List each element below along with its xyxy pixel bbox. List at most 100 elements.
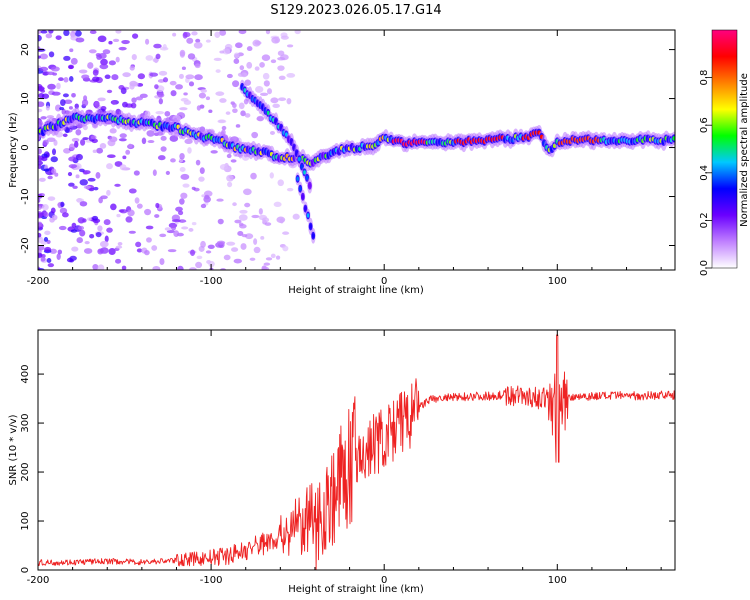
spectrogram-speckle <box>246 61 253 69</box>
colorbar-tick-label: 0.8 <box>699 70 710 86</box>
spectrogram-speckle <box>54 104 62 112</box>
spectrogram-speckle <box>196 255 203 260</box>
spectrogram-speckle <box>39 53 48 60</box>
spectrogram-speckle <box>205 96 211 101</box>
x-tick-label: 0 <box>381 276 387 287</box>
spectrogram-speckle <box>53 139 58 146</box>
spectrogram-frame <box>37 29 676 271</box>
spectrogram-speckle <box>38 160 43 166</box>
snr-y-axis-label: SNR (10 * v/v) <box>8 414 19 485</box>
spectrogram-speckle <box>40 89 46 93</box>
spectrogram-speckle <box>180 97 189 102</box>
spectrogram-speckle <box>200 89 208 93</box>
spectrogram-speckle <box>167 249 177 253</box>
spectrogram-speckle <box>239 65 245 71</box>
spectrogram-speckle <box>260 235 265 240</box>
y-tick-label: 400 <box>20 365 31 384</box>
spectrogram-speckle <box>71 137 80 143</box>
spectrogram-speckle <box>273 201 282 207</box>
spectrogram-speckle <box>51 214 58 221</box>
spectrogram-speckle <box>103 219 111 226</box>
spectrogram-speckle <box>144 208 152 216</box>
x-tick-label: -200 <box>27 575 50 586</box>
spectrogram-speckle <box>162 77 169 83</box>
spectrogram-speckle <box>94 100 100 108</box>
snr-frame <box>37 329 676 571</box>
spectrogram-speckle <box>238 214 248 221</box>
spectrogram-speckle <box>128 143 133 149</box>
y-tick-label: 0 <box>20 144 31 150</box>
spectrogram-speckle <box>97 35 107 43</box>
spectrogram-speckle <box>147 140 155 144</box>
spectrogram-speckle <box>169 80 177 86</box>
spectrogram-speckle <box>60 99 66 106</box>
spectrogram-speckle <box>158 98 164 105</box>
spectrogram-speckle <box>198 92 207 99</box>
spectrogram-speckle <box>251 214 260 219</box>
spectrogram-speckle <box>58 225 67 231</box>
spectrogram-speckle <box>172 32 177 37</box>
spectrogram-speckle <box>42 139 49 146</box>
spectrogram-speckle <box>106 227 113 233</box>
spectrogram-speckle <box>118 85 125 90</box>
spectrogram-speckle <box>68 143 76 151</box>
spectrogram-speckle <box>92 69 99 76</box>
spectrogram-speckle <box>188 228 194 232</box>
spectrogram-speckle <box>106 154 116 158</box>
spectrogram-speckle <box>200 240 206 248</box>
spectrogram-speckle <box>83 95 88 102</box>
spectrogram-speckle <box>68 164 78 169</box>
spectrogram-speckle <box>45 105 50 111</box>
spectrogram-speckle <box>43 212 49 218</box>
spectrogram-speckle <box>51 91 61 96</box>
spectrogram-speckle <box>231 247 239 252</box>
spectrogram-speckle <box>38 205 42 211</box>
spectrogram-speckle <box>68 65 74 69</box>
spectrogram-speckle <box>127 209 135 217</box>
spectrogram-speckle <box>233 58 240 65</box>
spectrogram-speckle <box>122 155 127 160</box>
spectrogram-speckle <box>235 124 241 128</box>
spectrogram-speckle <box>208 109 213 114</box>
spectrogram-speckle <box>232 102 237 109</box>
colorbar-tick-label: 0.0 <box>699 260 710 276</box>
spectrogram-speckle <box>183 92 188 96</box>
spectrogram-speckle <box>38 177 46 182</box>
spectrogram-speckle <box>67 172 73 177</box>
spectrogram-speckle <box>191 186 196 190</box>
spectrogram-speckle <box>269 172 274 179</box>
spectrogram-speckle <box>244 233 254 240</box>
spectrogram-speckle <box>179 198 185 205</box>
spectrogram-speckle <box>195 38 201 43</box>
spectrogram-speckle <box>146 130 155 137</box>
spectrogram-speckle <box>221 125 227 131</box>
spectrogram-speckle <box>89 234 95 239</box>
spectrogram-core <box>301 194 305 199</box>
spectrogram-speckle <box>79 201 88 207</box>
spectrogram-speckle <box>108 248 116 255</box>
spectrogram-speckle <box>125 103 133 108</box>
spectrogram-speckle <box>207 244 215 249</box>
spectrogram-speckle <box>158 70 168 76</box>
spectrogram-speckle <box>122 72 131 78</box>
spectrogram-speckle <box>240 243 247 250</box>
spectrogram-speckle <box>282 245 289 252</box>
spectrogram-speckle <box>232 202 237 207</box>
spectrogram-speckle <box>38 101 45 108</box>
spectrogram-speckle <box>182 31 188 39</box>
spectrogram-core <box>298 186 302 191</box>
spectrogram-speckle <box>195 159 201 166</box>
spectrogram-speckle <box>64 99 73 104</box>
spectrogram-speckle <box>111 100 116 105</box>
spectrogram-speckle <box>111 74 119 81</box>
spectrogram-speckle <box>47 175 53 180</box>
spectrogram-speckle <box>237 230 244 236</box>
spectrogram-speckle <box>159 258 165 266</box>
spectrogram-speckle <box>48 30 54 34</box>
spectrogram-speckle <box>89 30 97 35</box>
spectrogram-speckle <box>84 241 90 245</box>
colorbar-ticks: 0.0 0.2 0.4 0.6 0.8 <box>699 70 712 276</box>
spectrogram-speckle <box>87 62 94 69</box>
spectrogram-speckle <box>262 72 270 80</box>
spectrogram-speckle <box>160 135 167 141</box>
